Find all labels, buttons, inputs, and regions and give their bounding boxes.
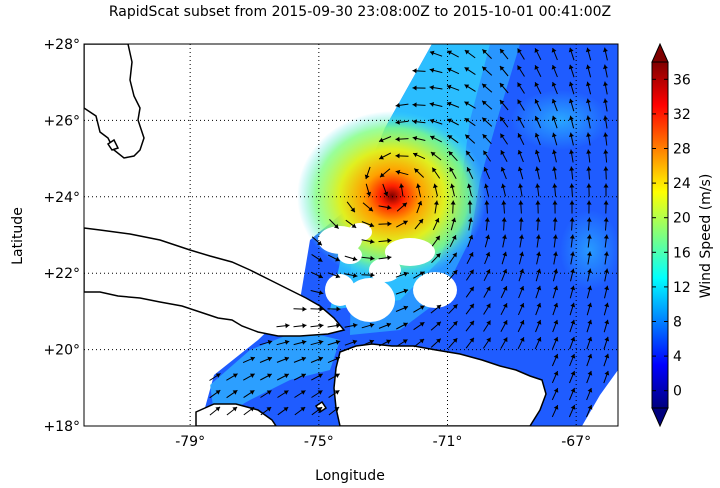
lat-tick-label: +22°: [43, 266, 80, 282]
longitude-tick-labels: -79° -75° -71° -67°: [175, 434, 591, 450]
colorbar-tick-label: 20: [673, 211, 691, 227]
colorbar-tick-label: 12: [673, 280, 691, 296]
colorbar-tick-label: 16: [673, 245, 691, 261]
colorbar-bottom-cap: [652, 408, 668, 426]
colorbar-tick-label: 8: [673, 315, 682, 331]
figure-title: RapidScat subset from 2015-09-30 23:08:0…: [0, 4, 720, 20]
colorbar-tick-label: 28: [673, 142, 691, 158]
cyan-area-e: [560, 210, 620, 290]
colorbar-tick-label: 24: [673, 176, 691, 192]
lat-tick-label: +20°: [43, 343, 80, 359]
latitude-tick-labels: +18° +20° +22° +24° +26° +28°: [43, 37, 80, 435]
lon-tick-label: -75°: [304, 434, 334, 450]
lat-tick-label: +26°: [43, 113, 80, 129]
lon-tick-label: -71°: [433, 434, 463, 450]
colorbar: 0 4 8 12 16 20 24 28 32 36 Wind Speed (m/s): [652, 44, 714, 426]
colorbar-tick-label: 4: [673, 349, 682, 365]
lat-tick-label: +18°: [43, 419, 80, 435]
colorbar-tick-label: 0: [673, 384, 682, 400]
y-axis-label: Latitude: [10, 207, 26, 265]
lat-tick-label: +24°: [43, 190, 80, 206]
colorbar-top-cap: [652, 44, 668, 62]
wind-vector-head: [413, 68, 417, 73]
lon-tick-label: -67°: [561, 434, 591, 450]
x-axis-label: Longitude: [315, 468, 385, 484]
colorbar-tick-label: 32: [673, 107, 691, 123]
lon-tick-label: -79°: [175, 434, 205, 450]
colorbar-label: Wind Speed (m/s): [698, 174, 714, 299]
colorbar-tick-label: 36: [673, 72, 691, 88]
lat-tick-label: +28°: [43, 37, 80, 53]
